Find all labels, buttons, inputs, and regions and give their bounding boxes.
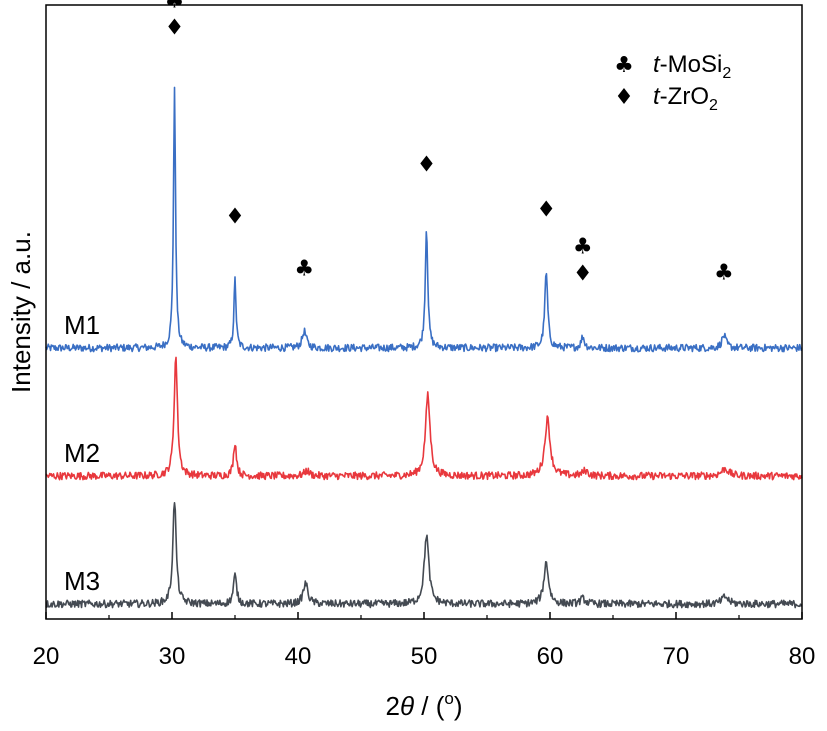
x-tick-label: 50 (411, 643, 438, 670)
series-line-m1 (45, 86, 803, 353)
x-axis-ticks: 20 30 40 50 60 70 80 (33, 612, 816, 670)
x-tick-label: 60 (537, 643, 564, 670)
club-icon-annotation: ♣ (165, 0, 185, 14)
x-tick-label: 70 (663, 643, 690, 670)
series-line-m3 (45, 502, 803, 609)
diamond-icon-annotation: ♦ (536, 198, 556, 223)
diamond-icon-annotation: ♦ (165, 16, 185, 41)
club-icon-legend: ♣ (614, 53, 634, 78)
series-layer: M1 M2 M3 (45, 86, 803, 609)
y-axis-label: Intensity / a.u. (6, 231, 36, 393)
club-icon-annotation: ♣ (294, 256, 314, 281)
diamond-icon-legend: ♦ (614, 85, 634, 110)
x-axis-label-unit: o (444, 689, 453, 708)
legend-entry-1: t-MoSi2 (653, 51, 731, 82)
annotation-layer: ♣♦♦♣♦♦♣♦ ♣ (165, 0, 734, 287)
x-tick-label: 30 (159, 643, 186, 670)
club-icon-annotation: ♣ (573, 235, 593, 260)
series-label-m1: M1 (64, 310, 100, 340)
club-icon-annotation: ♣ (714, 261, 734, 286)
diamond-icon-annotation: ♦ (417, 152, 437, 177)
diamond-icon-annotation: ♦ (225, 204, 245, 229)
x-tick-label: 40 (285, 643, 312, 670)
series-line-m2 (45, 356, 803, 481)
x-tick-label: 80 (789, 643, 816, 670)
series-label-m2: M2 (64, 438, 100, 468)
x-axis-label-sep: / ( (414, 691, 445, 721)
legend: ♣ t-MoSi2 ♦ t-ZrO2 (614, 51, 731, 114)
diamond-icon-annotation: ♦ (573, 262, 593, 287)
series-label-m3: M3 (64, 566, 100, 596)
x-tick-label: 20 (33, 643, 60, 670)
x-axis-label: 2θ / (o) (385, 689, 462, 721)
x-axis-label-prefix: 2 (385, 691, 399, 721)
x-axis-label-var: θ (400, 691, 414, 721)
x-axis-label-close: ) (454, 691, 463, 721)
legend-entry-2: t-ZrO2 (653, 83, 718, 114)
